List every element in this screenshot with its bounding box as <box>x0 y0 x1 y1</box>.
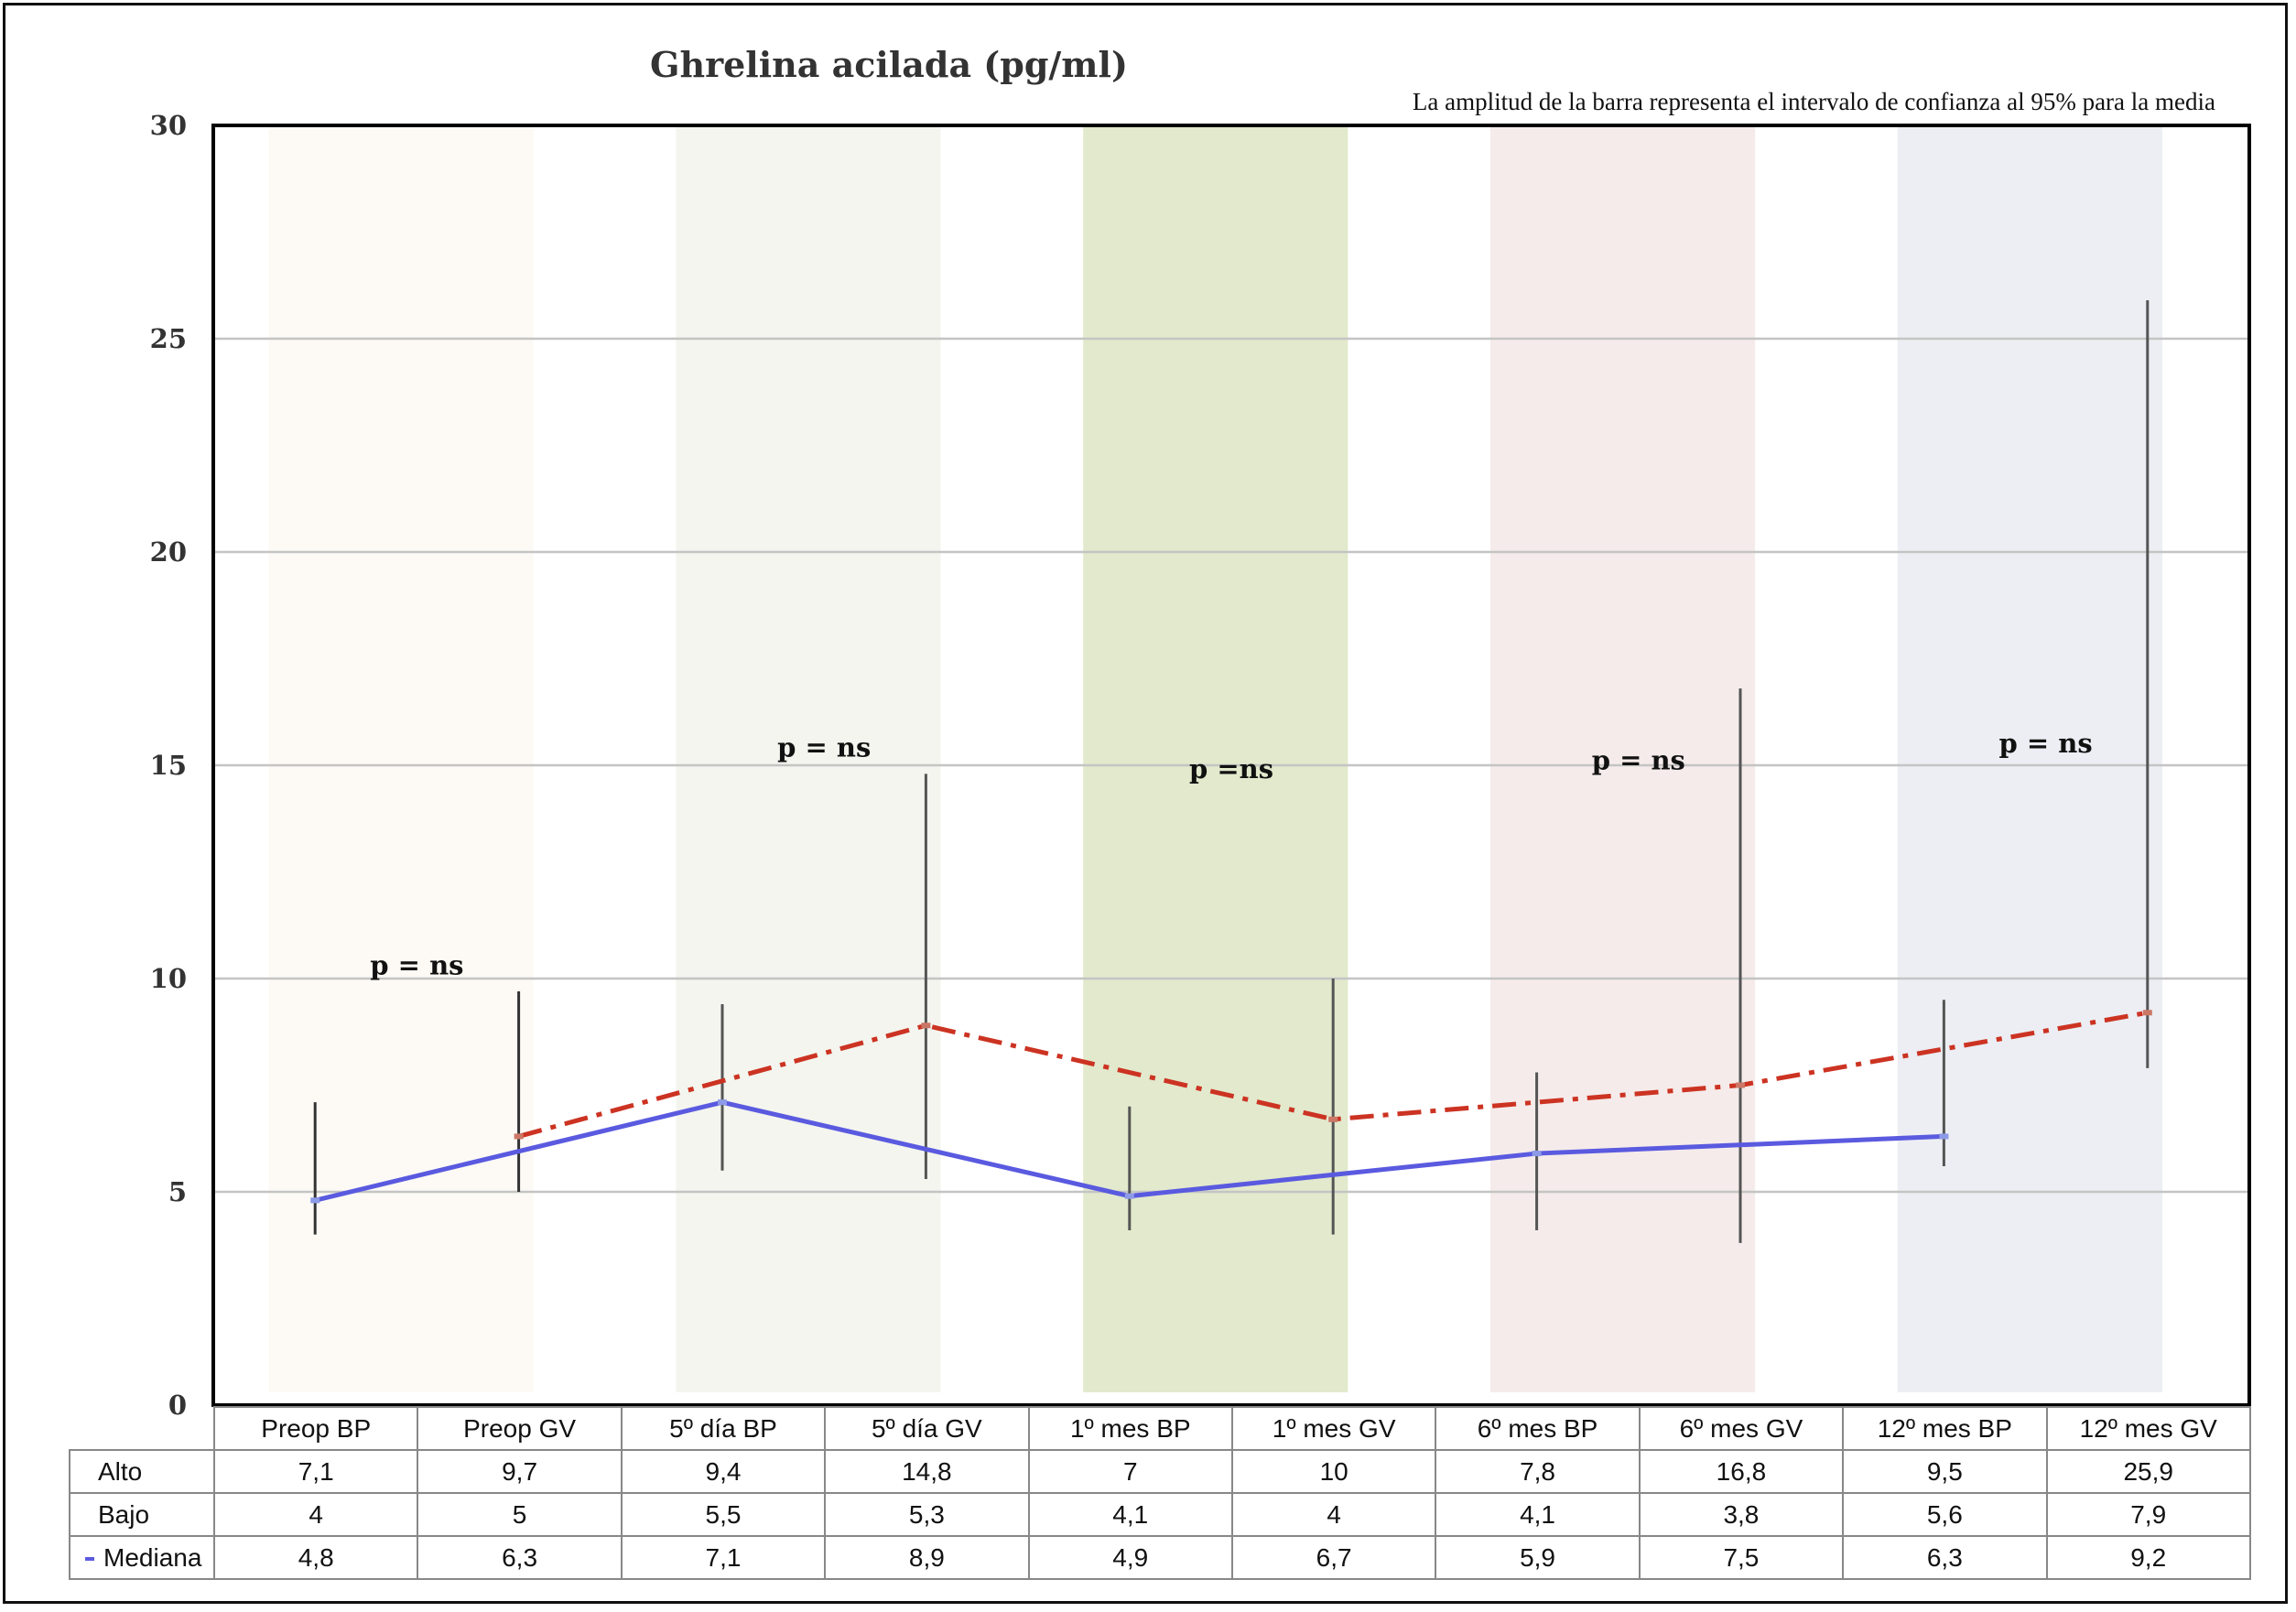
significance-annotations: p = ns p = ns p =ns p = ns p = ns <box>370 728 2092 980</box>
data-label: 7,8 <box>1435 1449 1641 1494</box>
x-category-label: 6º mes BP <box>1435 1406 1641 1451</box>
data-label: 9,4 <box>620 1449 827 1494</box>
data-label: 6,3 <box>417 1535 623 1580</box>
group-band <box>1490 125 1756 1392</box>
group-band <box>1897 125 2162 1392</box>
data-label: 3,8 <box>1638 1492 1845 1537</box>
p-value-label: p =ns <box>1189 753 1273 784</box>
x-category-label: Preop BP <box>212 1406 419 1451</box>
y-axis-ticks: 0 5 10 15 20 25 30 <box>150 110 187 1421</box>
table-row: Alto 7,1 9,7 9,4 14,8 7 10 7,8 16,8 9,5 25,9 <box>69 1449 2251 1494</box>
y-tick-label: 25 <box>150 323 187 354</box>
data-label: 5,9 <box>1435 1535 1641 1580</box>
data-label: 7,1 <box>620 1535 827 1580</box>
p-value-label: p = ns <box>370 949 463 980</box>
data-label: 6,3 <box>1842 1535 2048 1580</box>
median-marker <box>1124 1193 1134 1199</box>
x-category-label: 12º mes BP <box>1842 1406 2048 1451</box>
group-band <box>268 125 534 1392</box>
data-label: 4 <box>212 1492 419 1537</box>
p-value-label: p = ns <box>1999 728 2093 759</box>
data-label: 6,7 <box>1230 1535 1437 1580</box>
series-name: Alto <box>98 1456 143 1486</box>
y-tick-label: 5 <box>168 1176 187 1207</box>
x-category-label: Preop GV <box>417 1406 623 1451</box>
p-value-label: p = ns <box>1592 745 1685 776</box>
data-label: 9,7 <box>417 1449 623 1494</box>
data-label: 7,1 <box>212 1449 419 1494</box>
median-marker <box>1532 1151 1542 1157</box>
x-category-label: 6º mes GV <box>1638 1406 1845 1451</box>
plot-area-border <box>211 124 2251 1407</box>
median-marker <box>718 1099 727 1106</box>
group-band <box>1083 125 1348 1392</box>
median-marker <box>310 1197 320 1204</box>
data-label: 10 <box>1230 1449 1437 1494</box>
data-label: 5,5 <box>620 1492 827 1537</box>
error-bars <box>313 300 2150 1243</box>
group-bands <box>268 125 2162 1392</box>
data-label: 4,1 <box>1435 1492 1641 1537</box>
median-lines <box>310 1010 2152 1204</box>
p-value-label: p = ns <box>777 732 871 763</box>
x-category-label: 5º día BP <box>620 1406 827 1451</box>
data-label: 4,9 <box>1027 1535 1233 1580</box>
data-table: Preop BP Preop GV 5º día BP 5º día GV 1º mes… <box>69 1406 2251 1580</box>
data-label: 5,3 <box>824 1492 1030 1537</box>
x-category-label: 12º mes GV <box>2045 1406 2251 1451</box>
data-label: 7,5 <box>1638 1535 1845 1580</box>
table-row: Mediana 4,8 6,3 7,1 8,9 4,9 6,7 5,9 7,5 6,3 9,2 <box>69 1535 2251 1580</box>
median-marker <box>514 1133 524 1140</box>
data-label: 16,8 <box>1638 1449 1845 1494</box>
chart-note: La amplitud de la barra representa el in… <box>1413 88 2215 115</box>
data-label: 7,9 <box>2045 1492 2251 1537</box>
median-marker <box>921 1022 931 1029</box>
group-band <box>676 125 941 1392</box>
x-category-label: 1º mes BP <box>1027 1406 1233 1451</box>
data-label: 9,2 <box>2045 1535 2251 1580</box>
table-row: Bajo 4 5 5,5 5,3 4,1 4 4,1 3,8 5,6 7,9 <box>69 1492 2251 1537</box>
table-header-row: Preop BP Preop GV 5º día BP 5º día GV 1º mes… <box>70 1406 2251 1451</box>
series-name: Mediana <box>103 1542 202 1572</box>
data-label: 7 <box>1027 1449 1233 1494</box>
gridlines <box>213 337 2249 1194</box>
data-label: 4,1 <box>1027 1492 1233 1537</box>
data-label: 4,8 <box>212 1535 419 1580</box>
series-name: Bajo <box>98 1499 150 1529</box>
median-marker <box>2142 1010 2152 1016</box>
data-label: 25,9 <box>2045 1449 2251 1494</box>
series-label: Mediana <box>69 1535 215 1580</box>
data-label: 14,8 <box>824 1449 1030 1494</box>
y-tick-label: 10 <box>150 963 187 994</box>
median-line-gv <box>517 1010 2149 1139</box>
data-label: 5 <box>417 1492 623 1537</box>
chart-frame <box>3 3 2288 1604</box>
median-marker <box>1939 1133 1949 1140</box>
series-label: Bajo <box>69 1492 215 1537</box>
data-label: 9,5 <box>1842 1449 2048 1494</box>
y-tick-label: 30 <box>150 110 187 141</box>
data-label: 8,9 <box>824 1535 1030 1580</box>
legend-swatch <box>85 1557 94 1562</box>
median-marker <box>1736 1082 1745 1088</box>
series-label: Alto <box>69 1449 215 1494</box>
median-marker <box>1328 1116 1338 1122</box>
data-label: 4 <box>1230 1492 1437 1537</box>
y-tick-label: 20 <box>150 536 187 568</box>
x-category-label: 1º mes GV <box>1230 1406 1437 1451</box>
data-label: 5,6 <box>1842 1492 2048 1537</box>
chart-title: Ghrelina acilada (pg/ml) <box>650 44 1128 85</box>
y-tick-label: 0 <box>168 1390 187 1421</box>
y-tick-label: 15 <box>150 750 187 781</box>
table-corner <box>70 1407 214 1450</box>
x-category-label: 5º día GV <box>824 1406 1030 1451</box>
